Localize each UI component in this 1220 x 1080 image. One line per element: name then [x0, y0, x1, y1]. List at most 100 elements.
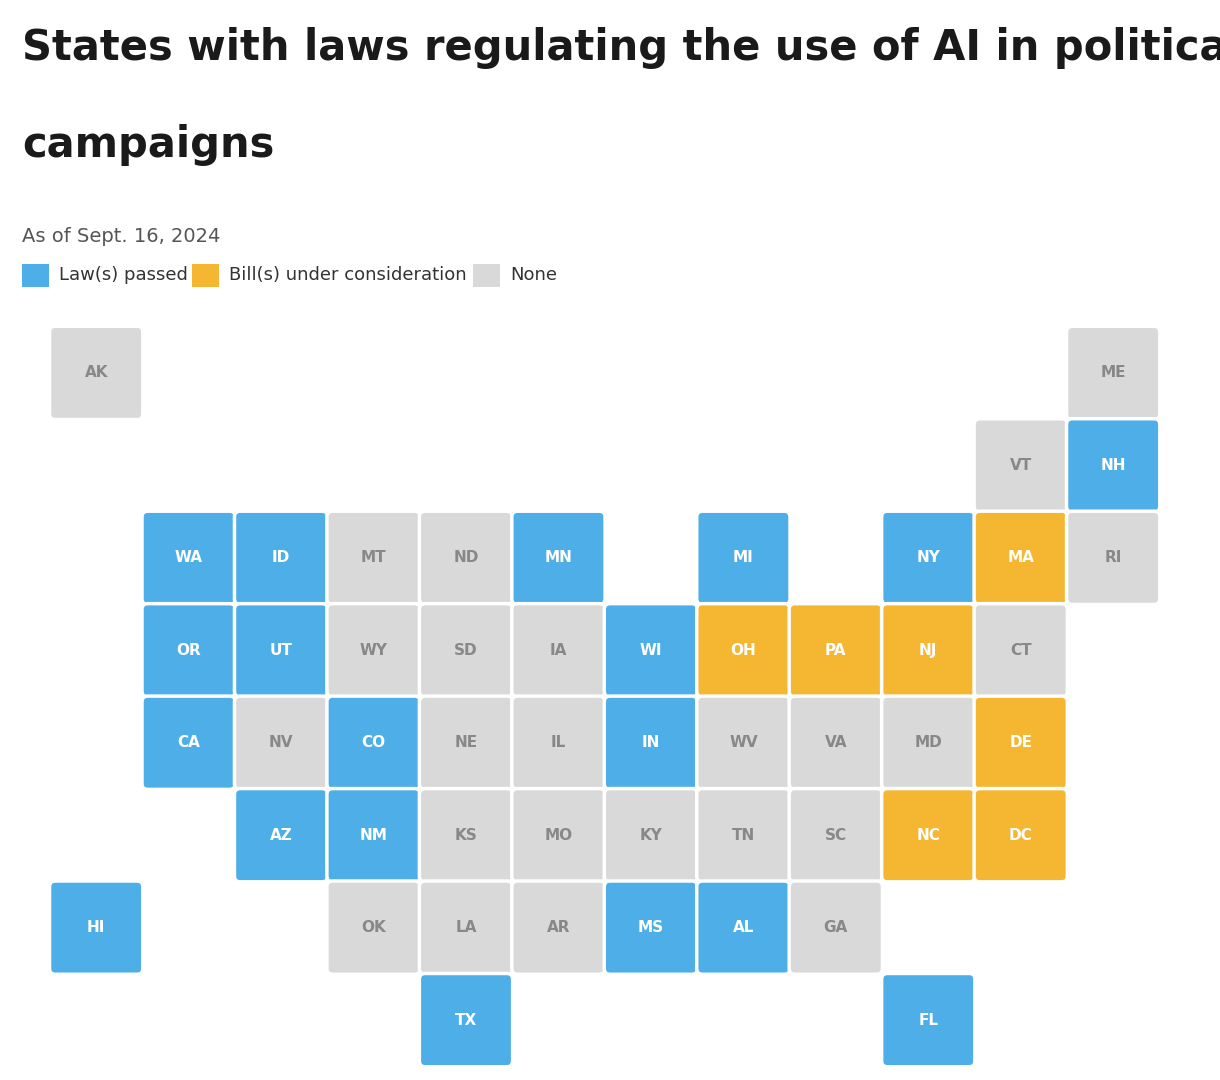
Text: DC: DC: [1009, 827, 1032, 842]
Text: CT: CT: [1010, 643, 1032, 658]
Text: TX: TX: [455, 1013, 477, 1027]
Text: TN: TN: [732, 827, 755, 842]
Text: GA: GA: [824, 920, 848, 935]
Text: Bill(s) under consideration: Bill(s) under consideration: [228, 267, 466, 284]
Text: AZ: AZ: [270, 827, 293, 842]
FancyBboxPatch shape: [882, 788, 975, 882]
Text: Law(s) passed: Law(s) passed: [59, 267, 188, 284]
FancyBboxPatch shape: [604, 881, 698, 974]
Text: WI: WI: [639, 643, 662, 658]
Text: ND: ND: [454, 551, 478, 565]
Text: WY: WY: [360, 643, 388, 658]
Text: UT: UT: [270, 643, 293, 658]
Text: CA: CA: [177, 735, 200, 751]
Text: RI: RI: [1104, 551, 1122, 565]
FancyBboxPatch shape: [604, 604, 698, 697]
Text: MI: MI: [733, 551, 754, 565]
FancyBboxPatch shape: [234, 788, 328, 882]
FancyBboxPatch shape: [974, 788, 1068, 882]
FancyBboxPatch shape: [327, 604, 420, 697]
FancyBboxPatch shape: [512, 511, 605, 605]
Text: MS: MS: [638, 920, 664, 935]
Text: AL: AL: [733, 920, 754, 935]
FancyBboxPatch shape: [142, 697, 235, 789]
FancyBboxPatch shape: [789, 881, 882, 974]
FancyBboxPatch shape: [697, 697, 791, 789]
FancyBboxPatch shape: [789, 788, 882, 882]
FancyBboxPatch shape: [420, 788, 512, 882]
FancyBboxPatch shape: [420, 604, 512, 697]
FancyBboxPatch shape: [1066, 511, 1160, 605]
FancyBboxPatch shape: [327, 511, 420, 605]
FancyBboxPatch shape: [974, 511, 1068, 605]
Text: VT: VT: [1010, 458, 1032, 473]
Text: AR: AR: [547, 920, 570, 935]
FancyBboxPatch shape: [420, 881, 512, 974]
FancyBboxPatch shape: [142, 604, 235, 697]
Text: PA: PA: [825, 643, 847, 658]
FancyBboxPatch shape: [50, 881, 143, 974]
FancyBboxPatch shape: [512, 788, 605, 882]
Text: WV: WV: [730, 735, 758, 751]
Text: OR: OR: [176, 643, 201, 658]
FancyBboxPatch shape: [882, 604, 975, 697]
Text: ID: ID: [272, 551, 290, 565]
Text: KS: KS: [455, 827, 477, 842]
FancyBboxPatch shape: [697, 788, 791, 882]
Text: MT: MT: [361, 551, 387, 565]
Text: MO: MO: [544, 827, 572, 842]
Text: DE: DE: [1009, 735, 1032, 751]
FancyBboxPatch shape: [1066, 419, 1160, 512]
FancyBboxPatch shape: [882, 511, 975, 605]
FancyBboxPatch shape: [234, 511, 328, 605]
Text: OH: OH: [731, 643, 756, 658]
FancyBboxPatch shape: [789, 697, 882, 789]
Text: NH: NH: [1100, 458, 1126, 473]
Text: OK: OK: [361, 920, 386, 935]
FancyBboxPatch shape: [882, 697, 975, 789]
FancyBboxPatch shape: [327, 788, 420, 882]
FancyBboxPatch shape: [234, 604, 328, 697]
FancyBboxPatch shape: [512, 881, 605, 974]
Text: AK: AK: [84, 365, 107, 380]
Text: NY: NY: [916, 551, 941, 565]
FancyBboxPatch shape: [1066, 326, 1160, 419]
FancyBboxPatch shape: [604, 697, 698, 789]
Text: FL: FL: [919, 1013, 938, 1027]
Text: IA: IA: [550, 643, 567, 658]
Text: WA: WA: [174, 551, 203, 565]
Text: IL: IL: [550, 735, 566, 751]
Text: MA: MA: [1008, 551, 1035, 565]
Text: SD: SD: [454, 643, 478, 658]
Text: IN: IN: [642, 735, 660, 751]
FancyBboxPatch shape: [512, 604, 605, 697]
FancyBboxPatch shape: [974, 697, 1068, 789]
Text: CO: CO: [361, 735, 386, 751]
Text: SC: SC: [825, 827, 847, 842]
Text: NV: NV: [268, 735, 293, 751]
Text: None: None: [510, 267, 558, 284]
FancyBboxPatch shape: [142, 511, 235, 605]
FancyBboxPatch shape: [327, 697, 420, 789]
Text: ME: ME: [1100, 365, 1126, 380]
FancyBboxPatch shape: [234, 697, 328, 789]
Text: HI: HI: [87, 920, 105, 935]
FancyBboxPatch shape: [50, 326, 143, 419]
Text: NJ: NJ: [919, 643, 937, 658]
FancyBboxPatch shape: [697, 881, 791, 974]
Text: MN: MN: [544, 551, 572, 565]
FancyBboxPatch shape: [604, 788, 698, 882]
Text: States with laws regulating the use of AI in political: States with laws regulating the use of A…: [22, 27, 1220, 69]
FancyBboxPatch shape: [974, 604, 1068, 697]
Text: campaigns: campaigns: [22, 124, 274, 166]
FancyBboxPatch shape: [789, 604, 882, 697]
Text: NC: NC: [916, 827, 941, 842]
Text: NM: NM: [360, 827, 388, 842]
FancyBboxPatch shape: [420, 511, 512, 605]
FancyBboxPatch shape: [974, 419, 1068, 512]
Text: As of Sept. 16, 2024: As of Sept. 16, 2024: [22, 227, 221, 246]
Text: NE: NE: [454, 735, 477, 751]
FancyBboxPatch shape: [697, 604, 791, 697]
FancyBboxPatch shape: [512, 697, 605, 789]
FancyBboxPatch shape: [882, 973, 975, 1067]
